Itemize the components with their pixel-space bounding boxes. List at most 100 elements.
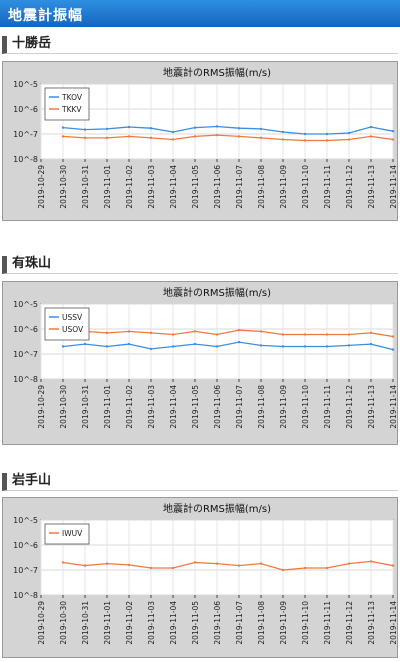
data-point [171,345,175,348]
x-tick-label: 2019-11-08 [257,601,266,645]
data-point [347,562,351,565]
series-line-usov [62,329,394,338]
data-point [325,139,329,142]
legend-label: USOV [62,325,84,334]
legend-label: USSV [62,313,83,322]
data-point [193,135,197,138]
x-tick-label: 2019-11-10 [301,601,310,645]
data-point [347,333,351,336]
data-point [83,136,87,140]
data-point [83,564,87,567]
y-tick-label: 10^-7 [13,350,38,359]
data-point [215,333,219,336]
data-point [325,566,329,570]
legend-box [44,523,90,545]
x-tick-label: 2019-10-29 [37,165,46,209]
x-tick-label: 2019-11-06 [213,601,222,645]
x-tick-label: 2019-10-30 [59,601,68,645]
chart-panel-tokachidake: 地震計のRMS振幅(m/s) 10^-5 10^-6 10^-7 10^-8 2019-1… [2,61,398,221]
x-tick-label: 2019-11-14 [389,601,397,645]
x-tick-label: 2019-11-02 [125,385,134,429]
data-point [369,135,373,138]
data-point [127,125,131,129]
data-point [303,139,307,142]
x-tick-label: 2019-10-31 [81,601,90,645]
data-point [171,333,175,336]
data-point [281,345,285,348]
data-point [391,129,395,133]
data-point [325,345,329,348]
x-tick-label: 2019-11-03 [147,165,156,209]
data-point [281,333,285,336]
data-point [105,127,109,131]
y-tick-label: 10^-8 [13,375,38,384]
x-tick-label: 2019-11-04 [169,601,178,645]
x-tick-label: 2019-11-06 [213,385,222,429]
x-tick-label: 2019-11-02 [125,601,134,645]
x-tick-label: 2019-11-03 [147,385,156,429]
x-tick-label: 2019-11-13 [367,601,376,645]
data-point [193,342,197,346]
series-line-ussv [62,341,394,351]
data-point [215,345,219,348]
data-point [347,131,351,135]
data-point [127,563,131,567]
y-tick-label: 10^-6 [13,541,38,550]
section-title-iwatesan: 岩手山 [2,473,398,491]
legend-box [44,87,90,121]
data-point [325,132,329,136]
x-tick-label: 2019-11-07 [235,601,244,645]
series-line-iwuv [62,560,394,571]
data-point [171,130,175,134]
x-tick-label: 2019-11-12 [345,601,354,645]
data-point [61,561,65,564]
data-point [215,125,219,128]
x-tick-label: 2019-11-07 [235,165,244,209]
x-tick-label: 2019-10-29 [37,385,46,429]
data-point [303,345,307,348]
data-point [259,136,263,140]
data-point [281,138,285,141]
legend-box [44,307,90,341]
x-tick-label: 2019-11-06 [213,165,222,209]
data-point [105,345,109,348]
data-point [149,331,153,335]
data-point [325,333,329,336]
x-tick-label: 2019-11-01 [103,601,112,645]
data-point [149,347,153,351]
data-point [281,130,285,134]
data-point [215,133,219,137]
legend-label: IWUV [62,529,83,538]
data-point [105,331,109,335]
x-tick-label: 2019-11-08 [257,385,266,429]
x-tick-label: 2019-11-01 [103,165,112,209]
data-point [369,125,373,129]
series-line-tkkv [62,134,394,142]
y-tick-label: 10^-5 [13,80,38,89]
x-tick-label: 2019-11-10 [301,385,310,429]
series-line-tkov [62,125,394,135]
y-tick-label: 10^-8 [13,591,38,600]
x-tick-label: 2019-11-11 [323,601,332,645]
x-tick-label: 2019-11-09 [279,165,288,209]
data-point [105,136,109,140]
x-tick-label: 2019-11-05 [191,385,200,429]
data-point [61,126,65,129]
data-point [369,560,373,563]
data-point [149,566,153,570]
data-point [105,562,109,565]
data-point [347,344,351,347]
y-tick-label: 10^-7 [13,566,38,575]
x-tick-label: 2019-11-14 [389,385,397,429]
data-point [61,345,65,348]
data-point [391,138,395,141]
data-point [259,127,263,131]
data-point [391,348,395,351]
data-point [281,568,285,572]
section-title-usuzan: 有珠山 [2,256,398,274]
x-tick-label: 2019-11-11 [323,165,332,209]
legend-label: TKOV [61,93,83,102]
data-point [149,127,153,130]
x-tick-label: 2019-11-05 [191,601,200,645]
x-tick-label: 2019-11-12 [345,165,354,209]
